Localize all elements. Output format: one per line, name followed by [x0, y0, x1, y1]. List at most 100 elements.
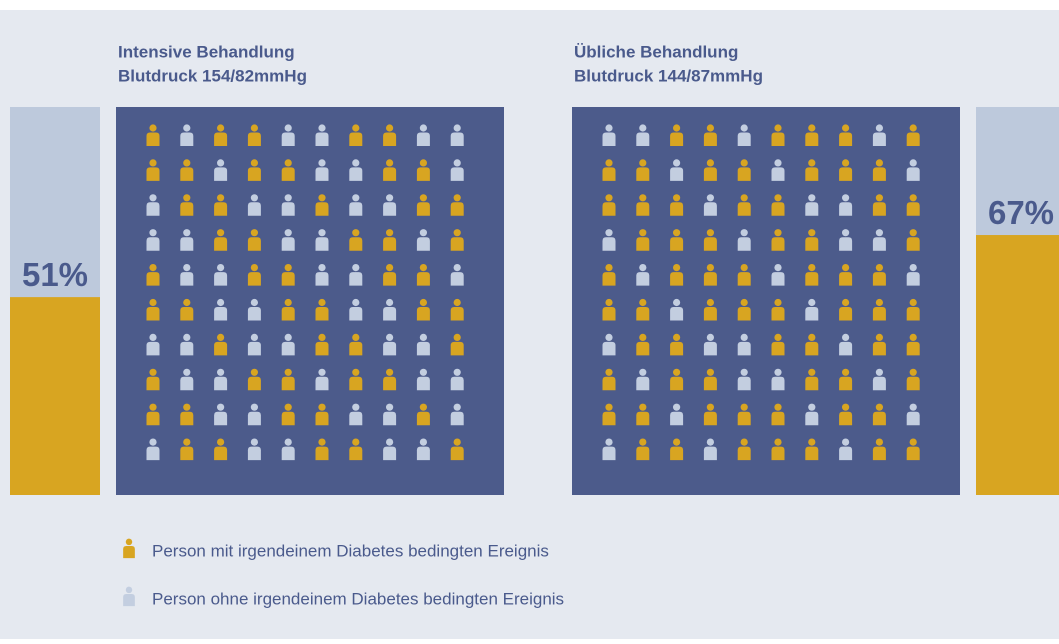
person-head [842, 194, 850, 202]
person-head [706, 438, 715, 446]
person-no-event [247, 298, 261, 321]
person-head [386, 194, 394, 202]
person-event [214, 333, 228, 356]
person-body [839, 237, 853, 251]
person-body [416, 272, 430, 286]
person-body [383, 202, 397, 216]
person-head [774, 438, 782, 446]
legend-label: Person ohne irgendeinem Diabetes bedingt… [152, 589, 564, 608]
value-label: 67% [988, 194, 1054, 231]
person-head [875, 333, 884, 341]
person-body [906, 272, 920, 286]
person-event [839, 264, 853, 286]
person-body [805, 202, 819, 216]
person-body [636, 202, 650, 216]
person-head [352, 403, 360, 411]
person-event [906, 368, 920, 391]
person-no-event [180, 368, 194, 391]
person-head [386, 159, 394, 167]
person-head [774, 333, 782, 341]
person-body [771, 446, 785, 461]
person-no-event [247, 403, 261, 426]
person-head [909, 438, 917, 446]
person-event [737, 438, 751, 461]
person-no-event [670, 159, 684, 181]
person-body [737, 411, 751, 426]
person-event [737, 264, 751, 286]
person-no-event [383, 298, 397, 321]
person-head [183, 124, 191, 132]
person-body [416, 307, 430, 321]
person-head [909, 403, 917, 411]
person-no-event [180, 333, 194, 356]
person-event [636, 403, 650, 426]
person-event [771, 124, 785, 146]
person-body [180, 446, 194, 461]
person-body [771, 376, 785, 391]
person-event [737, 159, 751, 181]
person-head [808, 298, 816, 307]
person-head [639, 229, 647, 237]
person-head [217, 438, 225, 446]
person-event [214, 194, 228, 216]
person-body [872, 202, 886, 216]
person-no-event [214, 264, 228, 286]
person-event [146, 403, 160, 426]
person-head [774, 229, 782, 237]
person-head [740, 194, 748, 202]
person-head [217, 194, 225, 202]
person-body [636, 132, 650, 146]
person-body [703, 411, 717, 426]
person-body [906, 132, 920, 146]
person-no-event [383, 333, 397, 356]
person-no-event [906, 264, 920, 286]
person-head [909, 229, 917, 237]
person-head [706, 229, 715, 237]
legend-icon [123, 538, 135, 559]
person-body [737, 167, 751, 181]
person-head [217, 298, 225, 307]
person-no-event [839, 229, 853, 251]
person-body [247, 446, 261, 461]
person-body [281, 272, 295, 286]
person-body [703, 272, 717, 286]
person-body [872, 307, 886, 321]
person-event [450, 438, 464, 461]
person-event [636, 438, 650, 461]
person-body [450, 272, 464, 286]
person-no-event [670, 403, 684, 426]
person-body [315, 272, 329, 286]
person-event [670, 264, 684, 286]
person-body [906, 341, 920, 356]
person-head [318, 298, 326, 307]
person-event [703, 264, 717, 286]
person-no-event [805, 194, 819, 216]
person-event [349, 368, 363, 391]
person-event [602, 264, 616, 286]
person-head [419, 229, 427, 237]
person-event [805, 159, 819, 181]
person-head [605, 333, 613, 341]
person-head [183, 229, 191, 237]
person-body [247, 202, 261, 216]
person-head [774, 159, 782, 167]
person-head [673, 368, 681, 376]
person-event [805, 264, 819, 286]
person-head [386, 264, 394, 272]
person-head [706, 264, 715, 272]
person-head [149, 194, 157, 202]
person-event [602, 298, 616, 321]
person-event [383, 159, 397, 181]
person-event [247, 264, 261, 286]
person-head [740, 159, 748, 167]
person-no-event [839, 438, 853, 461]
person-no-event [416, 438, 430, 461]
person-no-event [771, 159, 785, 181]
person-no-event [416, 229, 430, 251]
person-event [281, 298, 295, 321]
person-head [318, 264, 326, 272]
person-head [639, 368, 647, 376]
person-head [419, 438, 427, 446]
person-head [250, 438, 258, 446]
person-head [386, 229, 394, 237]
